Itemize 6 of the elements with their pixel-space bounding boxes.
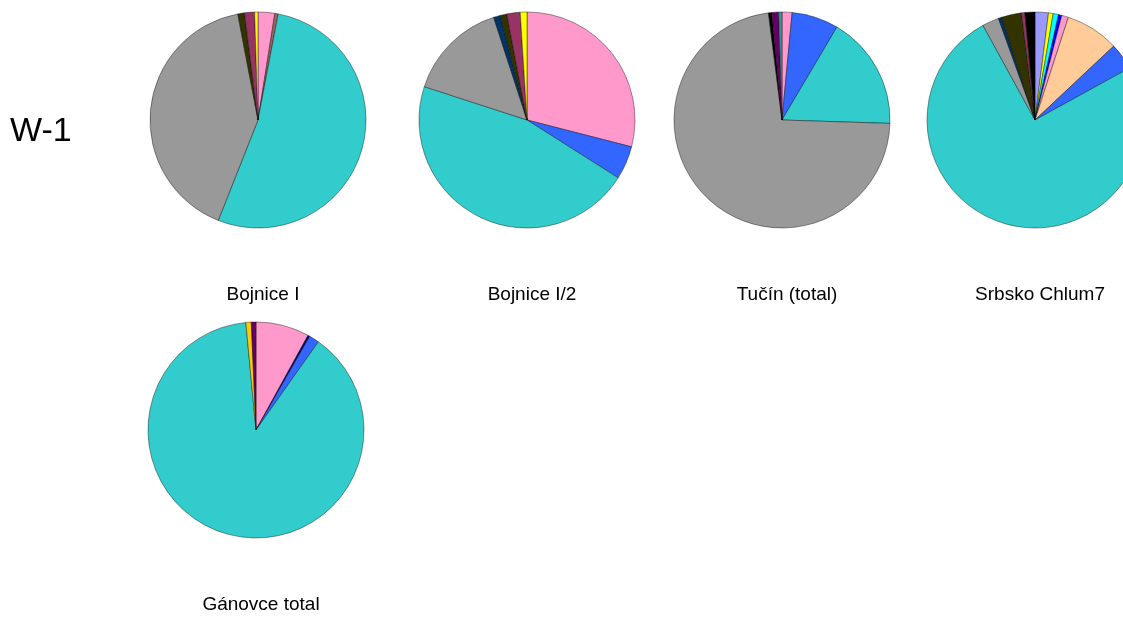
text: Tučín (total) (736, 283, 838, 304)
text: Bojnice I/2 (487, 283, 577, 304)
text: Bojnice I (226, 283, 300, 304)
text: Gánovce total (202, 593, 320, 614)
text: Srbsko Chlum7 (975, 283, 1105, 304)
text: W-1 (10, 110, 72, 149)
